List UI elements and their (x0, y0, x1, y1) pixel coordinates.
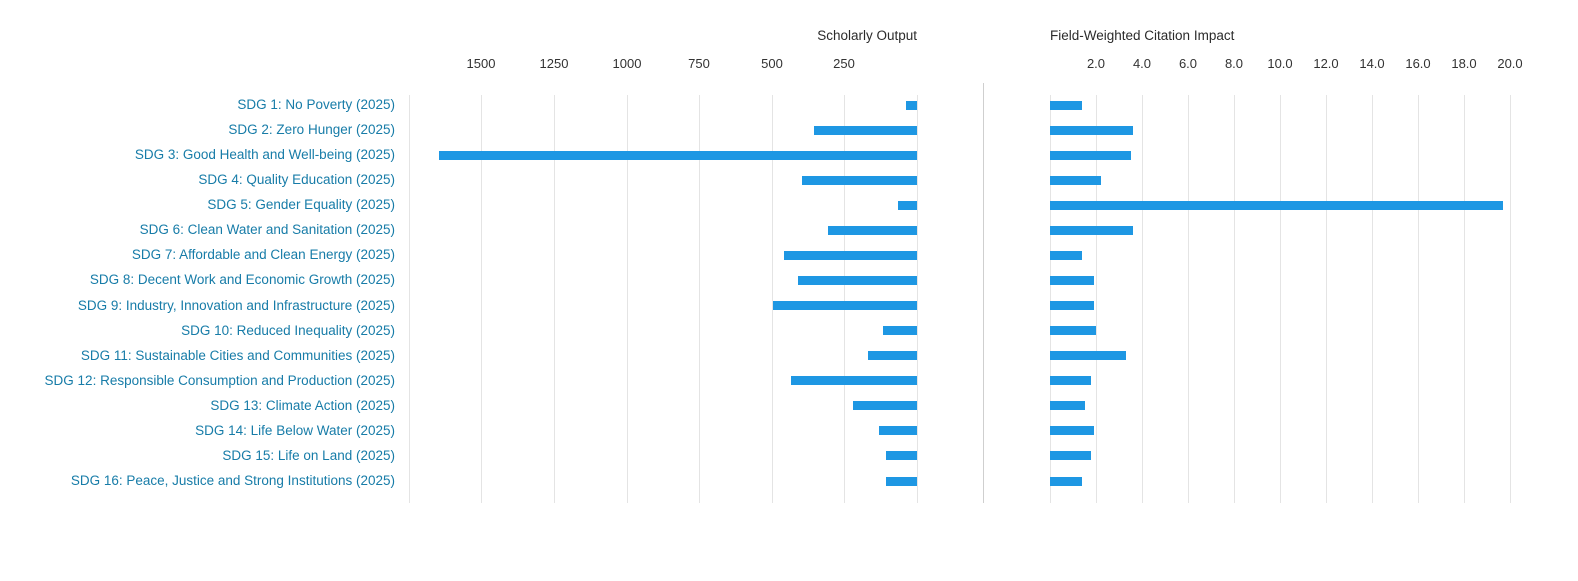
gridline (1326, 95, 1327, 503)
axis-tick-label: 18.0 (1451, 56, 1477, 71)
gridline (1234, 95, 1235, 503)
fwci-bar[interactable] (1050, 251, 1082, 260)
scholarly-output-bar[interactable] (791, 376, 917, 385)
fwci-bar[interactable] (1050, 401, 1085, 410)
gridline (554, 95, 555, 503)
category-label[interactable]: SDG 12: Responsible Consumption and Prod… (44, 373, 395, 388)
scholarly-output-bar[interactable] (886, 451, 917, 460)
category-label[interactable]: SDG 16: Peace, Justice and Strong Instit… (70, 473, 395, 488)
axis-tick-label: 2.0 (1086, 56, 1106, 71)
scholarly-output-bar[interactable] (879, 426, 917, 435)
fwci-bar[interactable] (1050, 101, 1082, 110)
gridline (699, 95, 700, 503)
axis-tick-label: 1000 (612, 56, 642, 71)
gridline (1510, 95, 1511, 503)
scholarly-output-bar[interactable] (439, 151, 917, 160)
fwci-bar[interactable] (1050, 226, 1133, 235)
gridline (917, 95, 918, 503)
category-label[interactable]: SDG 15: Life on Land (2025) (222, 448, 395, 463)
fwci-bar[interactable] (1050, 477, 1082, 486)
scholarly-output-bar[interactable] (773, 301, 917, 310)
gridline (1096, 95, 1097, 503)
fwci-bar[interactable] (1050, 376, 1091, 385)
scholarly-output-bar[interactable] (853, 401, 917, 410)
gridline (1188, 95, 1189, 503)
scholarly-output-title: Scholarly Output (817, 28, 917, 43)
category-label[interactable]: SDG 13: Climate Action (2025) (210, 398, 395, 413)
scholarly-output-bar[interactable] (883, 326, 917, 335)
fwci-bar[interactable] (1050, 276, 1094, 285)
fwci-bar[interactable] (1050, 176, 1101, 185)
axis-tick-label: 500 (761, 56, 783, 71)
category-label[interactable]: SDG 1: No Poverty (2025) (237, 97, 395, 112)
scholarly-output-bar[interactable] (828, 226, 917, 235)
scholarly-output-bar[interactable] (898, 201, 917, 210)
scholarly-output-bar[interactable] (798, 276, 917, 285)
gridline (1280, 95, 1281, 503)
category-label[interactable]: SDG 9: Industry, Innovation and Infrastr… (77, 298, 395, 313)
fwci-bar[interactable] (1050, 151, 1131, 160)
gridline (1142, 95, 1143, 503)
gridline (844, 95, 845, 503)
panel-separator (983, 83, 984, 503)
scholarly-output-bar[interactable] (784, 251, 917, 260)
fwci-bar[interactable] (1050, 426, 1094, 435)
axis-tick-label: 1500 (466, 56, 496, 71)
gridline (1464, 95, 1465, 503)
scholarly-output-bar[interactable] (886, 477, 917, 486)
scholarly-output-bar[interactable] (906, 101, 917, 110)
gridline (772, 95, 773, 503)
fwci-bar[interactable] (1050, 326, 1096, 335)
axis-tick-label: 8.0 (1224, 56, 1244, 71)
category-label[interactable]: SDG 3: Good Health and Well-being (2025) (134, 147, 395, 162)
category-label[interactable]: SDG 10: Reduced Inequality (2025) (181, 323, 395, 338)
category-label[interactable]: SDG 8: Decent Work and Economic Growth (… (89, 272, 395, 287)
axis-tick-label: 16.0 (1405, 56, 1431, 71)
category-label[interactable]: SDG 2: Zero Hunger (2025) (228, 122, 395, 137)
category-label[interactable]: SDG 6: Clean Water and Sanitation (2025) (139, 222, 395, 237)
axis-tick-label: 6.0 (1178, 56, 1198, 71)
fwci-bar[interactable] (1050, 201, 1503, 210)
axis-tick-label: 20.0 (1497, 56, 1523, 71)
gridline (1372, 95, 1373, 503)
axis-tick-label: 1250 (539, 56, 569, 71)
fwci-title: Field-Weighted Citation Impact (1050, 28, 1235, 43)
scholarly-output-bar[interactable] (814, 126, 917, 135)
category-label[interactable]: SDG 4: Quality Education (2025) (198, 172, 395, 187)
axis-tick-label: 4.0 (1132, 56, 1152, 71)
category-label[interactable]: SDG 7: Affordable and Clean Energy (2025… (131, 247, 395, 262)
axis-tick-label: 12.0 (1313, 56, 1339, 71)
gridline (1418, 95, 1419, 503)
gridline (1050, 95, 1051, 503)
category-label[interactable]: SDG 14: Life Below Water (2025) (195, 423, 395, 438)
category-label[interactable]: SDG 5: Gender Equality (2025) (207, 197, 395, 212)
fwci-bar[interactable] (1050, 351, 1126, 360)
fwci-bar[interactable] (1050, 126, 1133, 135)
fwci-bar[interactable] (1050, 301, 1094, 310)
scholarly-output-bar[interactable] (868, 351, 917, 360)
gridline (627, 95, 628, 503)
gridline (409, 95, 410, 503)
fwci-bar[interactable] (1050, 451, 1091, 460)
category-label[interactable]: SDG 11: Sustainable Cities and Communiti… (80, 348, 395, 363)
scholarly-output-bar[interactable] (802, 176, 917, 185)
axis-tick-label: 250 (833, 56, 855, 71)
gridline (481, 95, 482, 503)
axis-tick-label: 14.0 (1359, 56, 1385, 71)
axis-tick-label: 10.0 (1267, 56, 1293, 71)
axis-tick-label: 750 (688, 56, 710, 71)
